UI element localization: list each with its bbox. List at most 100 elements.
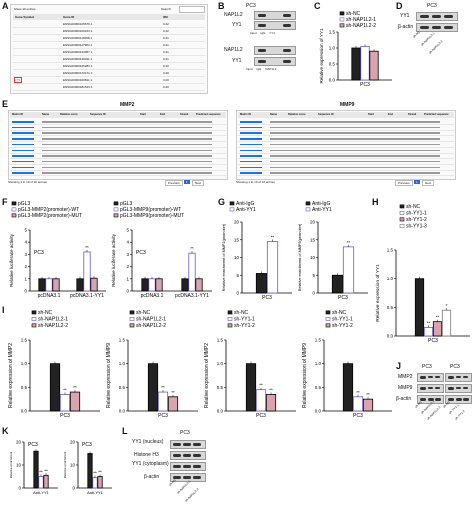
matrix-id-link[interactable]: [12, 143, 34, 146]
bar: [155, 278, 163, 292]
d-lane-1: sh-NC: [412, 29, 421, 39]
table-header-cell[interactable]: End: [388, 113, 393, 116]
page-1-button-mmp9[interactable]: 1: [414, 180, 420, 184]
table-row[interactable]: ENSG00000105676.1 0.22: [13, 21, 205, 28]
table-header-cell[interactable]: Relative score: [60, 113, 78, 116]
table-row[interactable]: ENSG00000165283.1 0.20: [13, 63, 205, 70]
table-row[interactable]: ENSG00000172171.1 0.20: [13, 70, 205, 77]
legend-swatch: [113, 207, 119, 212]
matrix-id-link[interactable]: [12, 155, 34, 157]
b-probe-1: NAP1L2: [224, 12, 243, 18]
matrix-id-link[interactable]: [12, 172, 34, 174]
table-header-cell[interactable]: Strand: [180, 113, 189, 116]
legend-label: Anti-YY1: [236, 207, 256, 213]
matrix-id-link[interactable]: [12, 166, 34, 169]
bar: [147, 363, 159, 412]
table-header-cell[interactable]: Predicted sequence: [424, 113, 449, 116]
table-header-cell[interactable]: Predicted sequence: [196, 113, 221, 116]
gene-id-cell: ENSG00000165283.1: [63, 64, 93, 68]
legend-label: sh-NC: [136, 310, 151, 316]
y-axis-label: Relative enrichment of MMP9(promoter): [298, 223, 302, 291]
table-header-cell[interactable]: Name: [42, 113, 50, 116]
search-input[interactable]: [179, 6, 205, 13]
matrix-id-link[interactable]: [12, 149, 34, 151]
matrix-id-link[interactable]: [12, 160, 34, 163]
matrix-id-link[interactable]: [240, 132, 262, 134]
table-header-cell[interactable]: Sequence ID: [318, 113, 334, 116]
row-cells: [270, 160, 440, 163]
irc-cell: 0.20: [163, 64, 169, 68]
bar: [369, 50, 379, 81]
panel-letter-b: B: [218, 1, 225, 11]
irc-cell: 0.21: [163, 43, 169, 47]
show-entries-label[interactable]: Show 10 entries: [14, 7, 36, 11]
table-header-cell[interactable]: Sequence ID: [90, 113, 106, 116]
bar: [59, 394, 71, 412]
legend-label: sh-NC: [38, 310, 53, 316]
table-row[interactable]: YY1 ENSG00000100811.1 0.20: [13, 77, 205, 84]
header-irc[interactable]: IRC: [163, 15, 169, 19]
matrix-id-link[interactable]: [240, 155, 262, 157]
table-row[interactable]: ENSG00000116098.1 0.21: [13, 35, 205, 42]
mmp9-table-header: Matrix ID Name Relative score Sequence ID St…: [238, 112, 454, 118]
gene-id-cell: ENSG00000106153.1: [63, 29, 93, 33]
matrix-id-link[interactable]: [240, 121, 262, 123]
legend-swatch: [129, 323, 135, 328]
b-blot-2b: [254, 57, 296, 66]
table-row[interactable]: ENSG00000134057.1 0.21: [13, 49, 205, 56]
y-tick-label: 5: [312, 273, 315, 278]
matrix-id-link[interactable]: [240, 149, 262, 151]
table-header-cell[interactable]: Matrix ID: [12, 113, 23, 116]
matrix-id-link[interactable]: [240, 172, 262, 174]
x-tick-label: PC3: [338, 295, 348, 301]
x-tick-label: PC3: [360, 82, 370, 88]
table-row[interactable]: ENSG00000181513.1 0.20: [13, 84, 205, 91]
table-header-cell[interactable]: Strand: [408, 113, 417, 116]
legend-swatch: [229, 201, 235, 206]
gene-id-cell: ENSG00000172171.1: [63, 71, 93, 75]
legend-swatch: [113, 213, 119, 218]
d-row-actin: β-actin: [398, 24, 414, 30]
irc-cell: 0.21: [163, 50, 169, 54]
matrix-id-link[interactable]: [240, 143, 262, 146]
table-header-cell[interactable]: Name: [270, 113, 278, 116]
prev-button-mmp9[interactable]: Previous: [395, 180, 413, 186]
table-row: [10, 153, 226, 160]
y-tick-label: 10: [310, 255, 316, 260]
legend-swatch: [31, 317, 37, 321]
row-cells: [270, 149, 440, 151]
table-row[interactable]: ENSG00000149311.1 0.21: [13, 56, 205, 63]
table-row[interactable]: ENSG00000106153.1 0.22: [13, 28, 205, 35]
table-header-cell[interactable]: End: [160, 113, 165, 116]
legend-label: pGL3-MMP2(promoter)-MUT: [18, 213, 82, 219]
matrix-id-link[interactable]: [240, 126, 262, 129]
matrix-id-link[interactable]: [12, 121, 34, 123]
next-button-mmp2[interactable]: Next: [192, 180, 205, 186]
table-header-cell[interactable]: Matrix ID: [240, 113, 251, 116]
page-1-button-mmp2[interactable]: 1: [184, 180, 190, 184]
y-axis-label: Relative expression of MMP9: [302, 343, 308, 408]
table-header-cell[interactable]: Start: [140, 113, 146, 116]
y-tick-label: 0.0: [119, 409, 126, 414]
y-tick-label: 0: [126, 289, 129, 294]
significance-label: **: [259, 383, 263, 388]
matrix-id-link[interactable]: [12, 126, 34, 129]
matrix-id-link[interactable]: [12, 132, 34, 134]
header-gene-id[interactable]: Gene ID: [63, 15, 75, 19]
x-tick-label: pcDNA3.1: [38, 293, 61, 299]
table-header-cell[interactable]: Relative score: [288, 113, 306, 116]
matrix-id-link[interactable]: [12, 138, 34, 140]
matrix-id-link[interactable]: [240, 138, 262, 140]
legend-label: sh-NAP1L2-2: [346, 23, 376, 29]
table-row[interactable]: ENSG00000117983.1 0.21: [13, 42, 205, 49]
y-tick-label: 1.0: [21, 361, 28, 366]
matrix-id-link[interactable]: [240, 166, 262, 169]
gene-symbol-cell[interactable]: YY1: [14, 77, 22, 83]
header-gene-symbol[interactable]: Gene Symbol: [15, 15, 35, 19]
matrix-id-link[interactable]: [240, 160, 262, 163]
prev-button-mmp2[interactable]: Previous: [165, 180, 183, 186]
table-header-cell[interactable]: Start: [368, 113, 374, 116]
y-tick-label: 4: [24, 240, 27, 245]
legend-swatch: [129, 317, 135, 321]
next-button-mmp9[interactable]: Next: [422, 180, 435, 186]
